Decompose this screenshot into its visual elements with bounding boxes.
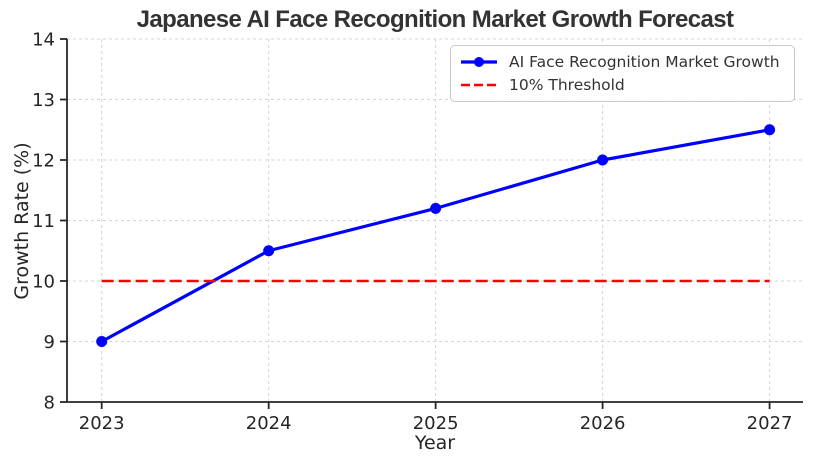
x-axis-label: Year xyxy=(414,432,456,454)
svg-text:11: 11 xyxy=(32,211,55,232)
svg-text:10: 10 xyxy=(32,272,55,293)
legend: AI Face Recognition Market Growth 10% Th… xyxy=(450,45,795,102)
svg-text:2024: 2024 xyxy=(246,413,292,434)
legend-growth-sample-icon xyxy=(461,56,497,67)
legend-growth-label: AI Face Recognition Market Growth xyxy=(509,52,780,71)
svg-text:9: 9 xyxy=(44,332,55,353)
svg-text:2026: 2026 xyxy=(580,413,626,434)
legend-item-growth: AI Face Recognition Market Growth xyxy=(460,50,785,74)
svg-text:2023: 2023 xyxy=(79,413,125,434)
legend-threshold-sample-icon xyxy=(461,83,497,87)
legend-threshold-label: 10% Threshold xyxy=(509,76,625,95)
chart-title: Japanese AI Face Recognition Market Grow… xyxy=(136,6,734,33)
svg-text:2025: 2025 xyxy=(413,413,459,434)
svg-text:12: 12 xyxy=(32,151,55,172)
svg-text:14: 14 xyxy=(32,30,55,51)
legend-item-threshold: 10% Threshold xyxy=(460,74,785,98)
svg-text:8: 8 xyxy=(44,393,55,414)
svg-text:2027: 2027 xyxy=(747,413,793,434)
svg-text:13: 13 xyxy=(32,90,55,111)
